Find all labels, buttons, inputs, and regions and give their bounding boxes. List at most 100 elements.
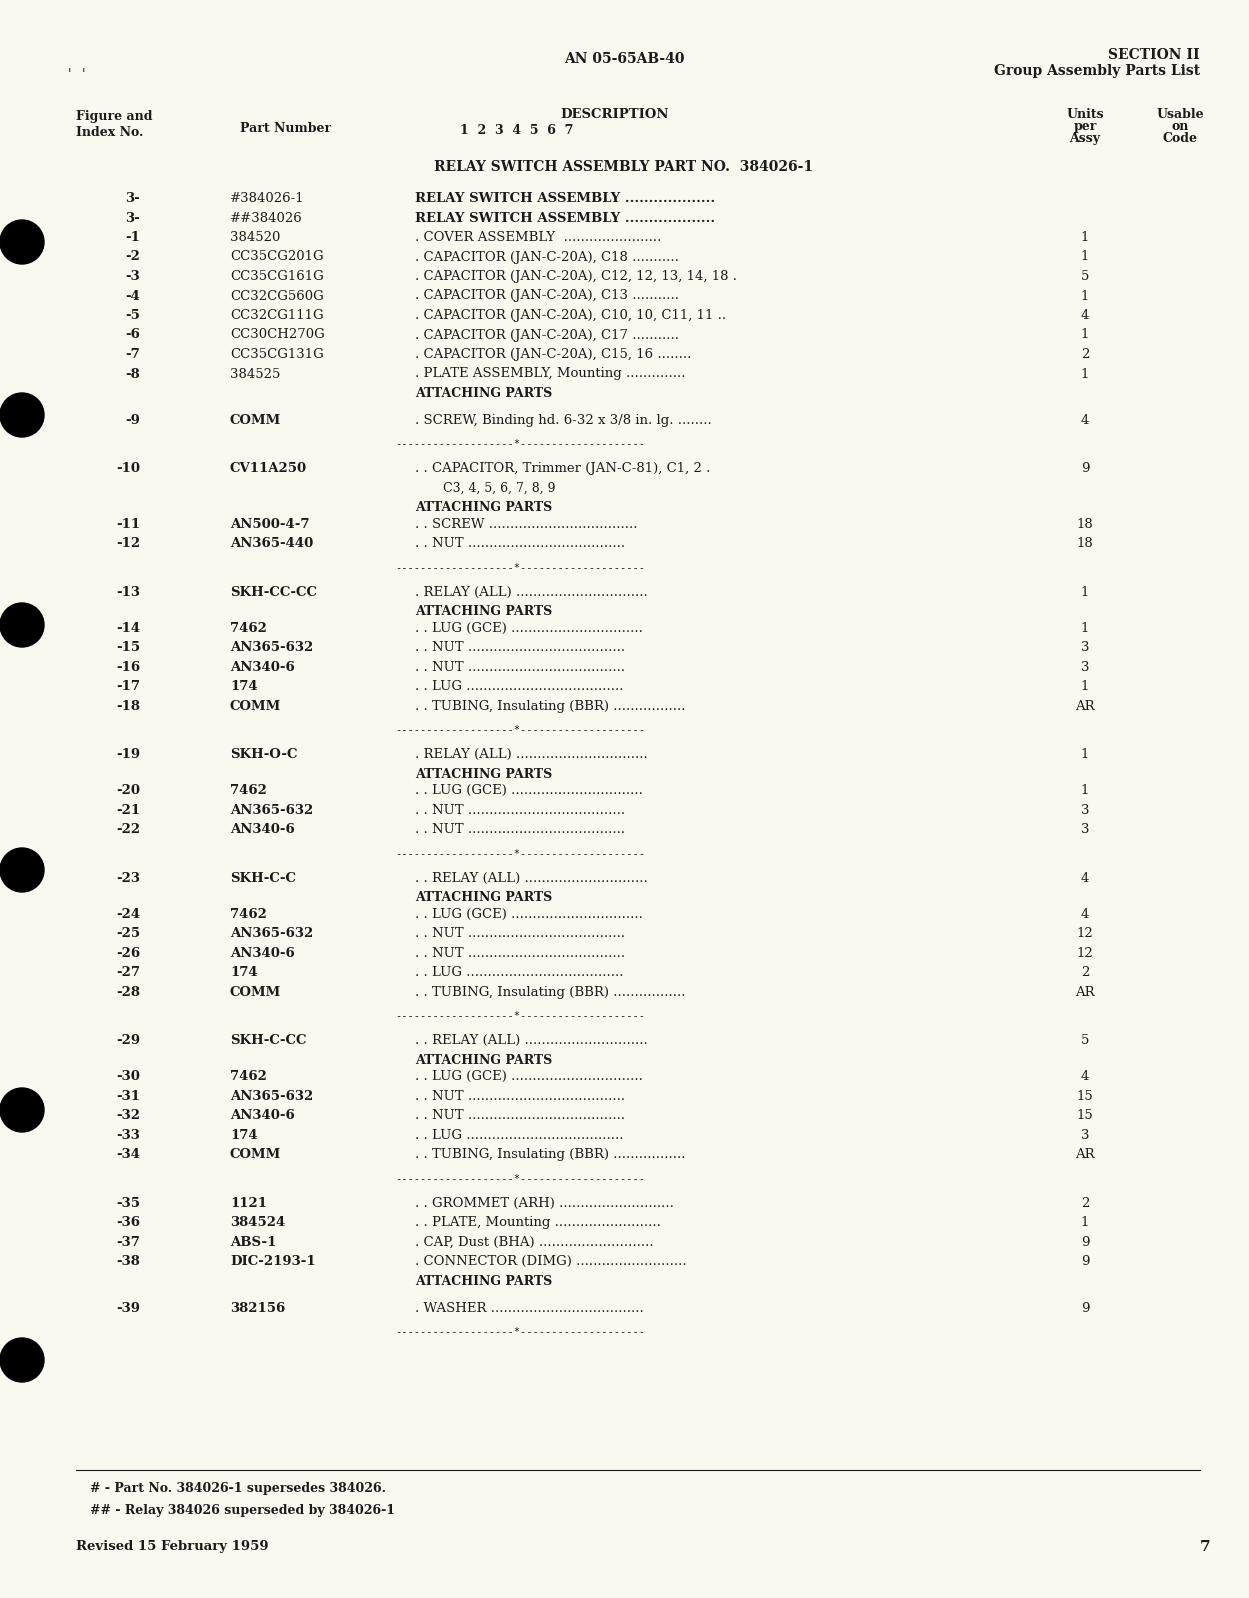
Text: AN500-4-7: AN500-4-7 — [230, 518, 310, 531]
Text: ATTACHING PARTS: ATTACHING PARTS — [415, 387, 552, 400]
Text: . . NUT .....................................: . . NUT ................................… — [415, 1090, 626, 1103]
Text: . . LUG .....................................: . . LUG ................................… — [415, 967, 623, 980]
Text: # - Part No. 384026-1 supersedes 384026.: # - Part No. 384026-1 supersedes 384026. — [90, 1481, 386, 1496]
Text: AN365-632: AN365-632 — [230, 641, 313, 654]
Text: . . LUG (GCE) ...............................: . . LUG (GCE) ..........................… — [415, 1071, 643, 1083]
Text: -13: -13 — [116, 585, 140, 599]
Text: . COVER ASSEMBLY  .......................: . COVER ASSEMBLY ....................... — [415, 232, 662, 244]
Circle shape — [0, 393, 44, 436]
Text: . . LUG .....................................: . . LUG ................................… — [415, 681, 623, 694]
Text: AR: AR — [1075, 700, 1095, 713]
Text: Units: Units — [1067, 109, 1104, 121]
Text: CC35CG131G: CC35CG131G — [230, 348, 323, 361]
Text: 384520: 384520 — [230, 232, 280, 244]
Text: ': ' — [67, 69, 71, 81]
Text: -7: -7 — [125, 348, 140, 361]
Text: 4: 4 — [1080, 308, 1089, 323]
Text: . SCREW, Binding hd. 6-32 x 3/8 in. lg. ........: . SCREW, Binding hd. 6-32 x 3/8 in. lg. … — [415, 414, 712, 427]
Text: -32: -32 — [116, 1109, 140, 1122]
Text: 4: 4 — [1080, 1071, 1089, 1083]
Text: 3: 3 — [1080, 804, 1089, 817]
Text: Part Number: Part Number — [240, 121, 331, 134]
Text: 3: 3 — [1080, 823, 1089, 836]
Text: ## - Relay 384026 superseded by 384026-1: ## - Relay 384026 superseded by 384026-1 — [90, 1504, 395, 1517]
Text: -2: -2 — [125, 251, 140, 264]
Text: #384026-1: #384026-1 — [230, 192, 305, 205]
Text: COMM: COMM — [230, 700, 281, 713]
Text: AN365-632: AN365-632 — [230, 927, 313, 940]
Text: . . NUT .....................................: . . NUT ................................… — [415, 660, 626, 674]
Text: -31: -31 — [116, 1090, 140, 1103]
Text: -16: -16 — [116, 660, 140, 674]
Text: 1: 1 — [1080, 748, 1089, 761]
Circle shape — [0, 1338, 44, 1382]
Text: -35: -35 — [116, 1197, 140, 1210]
Text: -27: -27 — [116, 967, 140, 980]
Text: AN340-6: AN340-6 — [230, 660, 295, 674]
Text: C3, 4, 5, 6, 7, 8, 9: C3, 4, 5, 6, 7, 8, 9 — [443, 481, 556, 494]
Text: 9: 9 — [1080, 1256, 1089, 1269]
Text: on: on — [1172, 120, 1189, 133]
Text: . . SCREW ...................................: . . SCREW ..............................… — [415, 518, 637, 531]
Text: AN340-6: AN340-6 — [230, 948, 295, 960]
Text: 1: 1 — [1080, 251, 1089, 264]
Circle shape — [0, 221, 44, 264]
Text: -3: -3 — [125, 270, 140, 283]
Text: . . NUT .....................................: . . NUT ................................… — [415, 948, 626, 960]
Text: . . NUT .....................................: . . NUT ................................… — [415, 1109, 626, 1122]
Text: 3: 3 — [1080, 1128, 1089, 1143]
Text: ABS-1: ABS-1 — [230, 1235, 276, 1250]
Text: COMM: COMM — [230, 1149, 281, 1162]
Text: -21: -21 — [116, 804, 140, 817]
Text: . . GROMMET (ARH) ...........................: . . GROMMET (ARH) ......................… — [415, 1197, 674, 1210]
Text: CC32CG560G: CC32CG560G — [230, 289, 323, 302]
Text: 2: 2 — [1080, 348, 1089, 361]
Text: DIC-2193-1: DIC-2193-1 — [230, 1256, 316, 1269]
Text: RELAY SWITCH ASSEMBLY ...................: RELAY SWITCH ASSEMBLY ..................… — [415, 192, 716, 205]
Text: AN 05-65AB-40: AN 05-65AB-40 — [563, 53, 684, 66]
Text: -14: -14 — [116, 622, 140, 634]
Text: -25: -25 — [116, 927, 140, 940]
Text: ##384026: ##384026 — [230, 211, 302, 224]
Text: RELAY SWITCH ASSEMBLY ...................: RELAY SWITCH ASSEMBLY ..................… — [415, 211, 716, 224]
Text: AR: AR — [1075, 1149, 1095, 1162]
Text: DESCRIPTION: DESCRIPTION — [561, 109, 669, 121]
Text: per: per — [1073, 120, 1097, 133]
Text: . . LUG (GCE) ...............................: . . LUG (GCE) ..........................… — [415, 622, 643, 634]
Text: Code: Code — [1163, 133, 1198, 145]
Text: 1: 1 — [1080, 585, 1089, 599]
Text: -12: -12 — [116, 537, 140, 550]
Text: -1: -1 — [125, 232, 140, 244]
Text: 5: 5 — [1080, 270, 1089, 283]
Text: . . TUBING, Insulating (BBR) .................: . . TUBING, Insulating (BBR) ...........… — [415, 986, 686, 999]
Text: 4: 4 — [1080, 414, 1089, 427]
Text: 4: 4 — [1080, 908, 1089, 920]
Text: CC30CH270G: CC30CH270G — [230, 329, 325, 342]
Text: 15: 15 — [1077, 1090, 1093, 1103]
Text: 5: 5 — [1080, 1034, 1089, 1047]
Text: 2: 2 — [1080, 967, 1089, 980]
Text: CC35CG161G: CC35CG161G — [230, 270, 323, 283]
Text: 1  2  3  4  5  6  7: 1 2 3 4 5 6 7 — [460, 125, 573, 137]
Text: SKH-O-C: SKH-O-C — [230, 748, 297, 761]
Text: 3-: 3- — [125, 192, 140, 205]
Text: 15: 15 — [1077, 1109, 1093, 1122]
Text: 1121: 1121 — [230, 1197, 267, 1210]
Text: . . LUG (GCE) ...............................: . . LUG (GCE) ..........................… — [415, 908, 643, 920]
Text: -------------------*--------------------: -------------------*-------------------- — [395, 1010, 644, 1021]
Text: COMM: COMM — [230, 986, 281, 999]
Text: . . NUT .....................................: . . NUT ................................… — [415, 823, 626, 836]
Text: . . LUG .....................................: . . LUG ................................… — [415, 1128, 623, 1143]
Text: -------------------*--------------------: -------------------*-------------------- — [395, 849, 644, 858]
Text: 1: 1 — [1080, 232, 1089, 244]
Text: 174: 174 — [230, 967, 257, 980]
Text: 1: 1 — [1080, 785, 1089, 797]
Text: . . TUBING, Insulating (BBR) .................: . . TUBING, Insulating (BBR) ...........… — [415, 700, 686, 713]
Text: -15: -15 — [116, 641, 140, 654]
Text: ATTACHING PARTS: ATTACHING PARTS — [415, 606, 552, 618]
Text: . . TUBING, Insulating (BBR) .................: . . TUBING, Insulating (BBR) ...........… — [415, 1149, 686, 1162]
Text: . . LUG (GCE) ...............................: . . LUG (GCE) ..........................… — [415, 785, 643, 797]
Text: 2: 2 — [1080, 1197, 1089, 1210]
Text: . . PLATE, Mounting .........................: . . PLATE, Mounting ....................… — [415, 1216, 661, 1229]
Text: -23: -23 — [116, 873, 140, 885]
